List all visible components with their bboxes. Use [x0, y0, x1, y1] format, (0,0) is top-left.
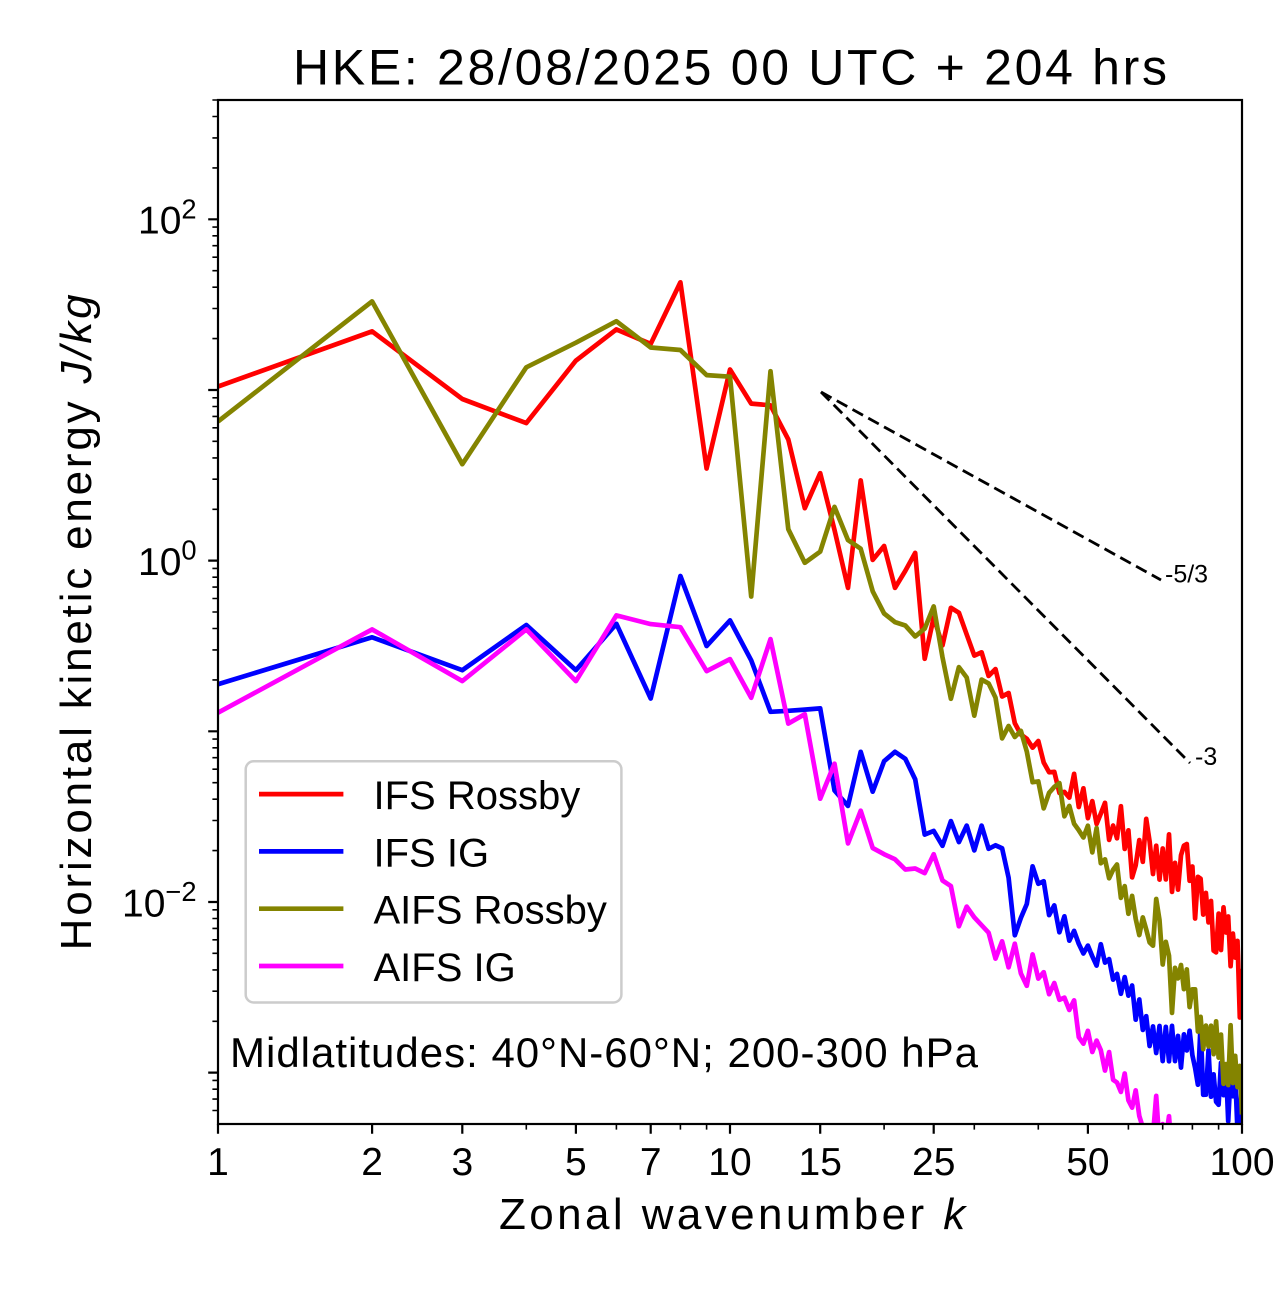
- svg-text:102: 102: [138, 193, 197, 242]
- svg-text:7: 7: [640, 1141, 662, 1184]
- svg-text:IFS Rossby: IFS Rossby: [374, 774, 581, 818]
- svg-text:AIFS IG: AIFS IG: [374, 946, 516, 990]
- svg-text:Horizontal kinetic energy J/kg: Horizontal kinetic energy J/kg: [52, 292, 101, 951]
- svg-text:-3: -3: [1195, 743, 1217, 771]
- svg-text:-5/3: -5/3: [1165, 560, 1208, 588]
- svg-text:5: 5: [565, 1141, 587, 1184]
- svg-text:10: 10: [708, 1141, 751, 1184]
- svg-text:IFS IG: IFS IG: [374, 831, 490, 875]
- svg-text:AIFS Rossby: AIFS Rossby: [374, 889, 607, 933]
- svg-text:100: 100: [1209, 1141, 1274, 1184]
- svg-text:2: 2: [361, 1141, 383, 1184]
- svg-text:3: 3: [451, 1141, 473, 1184]
- svg-text:25: 25: [912, 1141, 955, 1184]
- svg-text:15: 15: [799, 1141, 842, 1184]
- svg-text:Zonal wavenumber k: Zonal wavenumber k: [499, 1190, 969, 1239]
- svg-text:1: 1: [207, 1141, 229, 1184]
- svg-text:HKE: 28/08/2025 00 UTC + 204 h: HKE: 28/08/2025 00 UTC + 204 hrs: [293, 40, 1167, 96]
- svg-text:Midlatitudes: 40°N-60°N; 200-3: Midlatitudes: 40°N-60°N; 200-300 hPa: [230, 1029, 979, 1076]
- svg-text:50: 50: [1066, 1141, 1109, 1184]
